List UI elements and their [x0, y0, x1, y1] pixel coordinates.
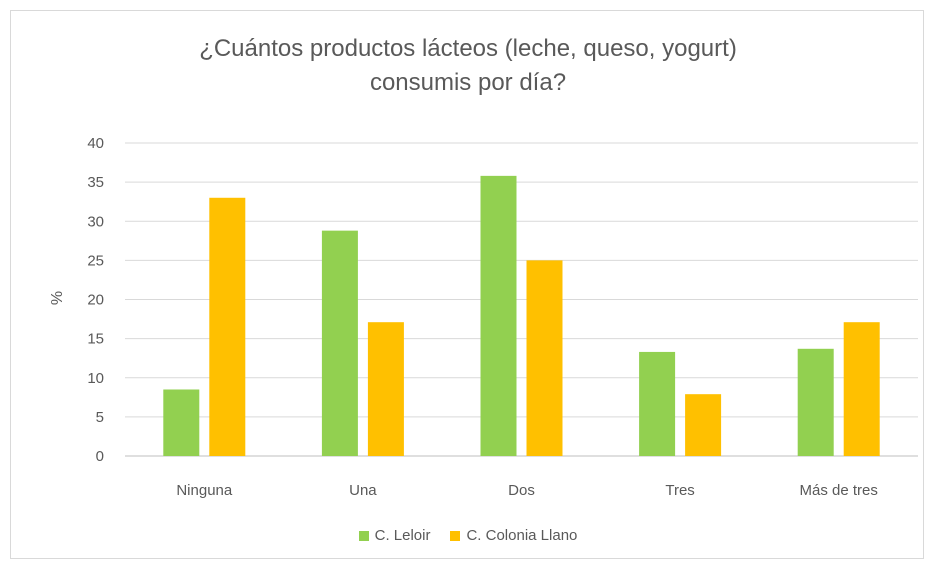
- bar: [209, 197, 246, 456]
- bar: [321, 230, 358, 456]
- legend: C. Leloir C. Colonia Llano: [0, 527, 936, 544]
- legend-swatch: [450, 530, 461, 541]
- bar: [843, 322, 880, 456]
- x-tick-label: Ninguna: [176, 482, 233, 499]
- legend-swatch: [358, 530, 369, 541]
- y-axis-ticks: 0 5 10 15 20 25 30 35 40: [87, 135, 104, 465]
- y-tick-label: 30: [87, 213, 104, 230]
- chart-frame: [10, 10, 924, 559]
- chart-title-line-2: consumis por día?: [369, 69, 567, 96]
- y-tick-label: 20: [87, 292, 104, 309]
- x-tick-label: Dos: [508, 482, 535, 499]
- bar: [163, 389, 200, 456]
- y-axis-label: %: [49, 291, 66, 305]
- x-tick-label: Una: [349, 482, 377, 499]
- y-tick-label: 15: [87, 331, 104, 348]
- x-tick-label: Más de tres: [800, 482, 878, 499]
- legend-entry: C. Leloir: [358, 527, 431, 544]
- x-tick-label: Tres: [665, 482, 694, 499]
- legend-label: C. Leloir: [374, 527, 431, 544]
- gridlines: [125, 142, 918, 457]
- bar: [526, 260, 563, 456]
- legend-entry: C. Colonia Llano: [450, 527, 577, 544]
- bar: [685, 394, 722, 456]
- y-tick-label: 0: [96, 448, 104, 465]
- bar: [480, 175, 517, 457]
- chart-title: ¿Cuántos productos lácteos (leche, queso…: [0, 32, 936, 100]
- y-tick-label: 25: [87, 252, 104, 269]
- legend-label: C. Colonia Llano: [466, 527, 578, 544]
- x-axis-ticks: Ninguna Una Dos Tres Más de tres: [176, 482, 878, 499]
- chart-title-line-1: ¿Cuántos productos lácteos (leche, queso…: [199, 35, 737, 62]
- bar: [639, 351, 676, 456]
- bar: [797, 348, 834, 456]
- y-tick-label: 40: [87, 135, 104, 152]
- y-tick-label: 5: [96, 409, 104, 426]
- y-tick-label: 35: [87, 174, 104, 191]
- y-tick-label: 10: [87, 370, 104, 387]
- bar: [367, 322, 404, 456]
- bars: [163, 175, 880, 457]
